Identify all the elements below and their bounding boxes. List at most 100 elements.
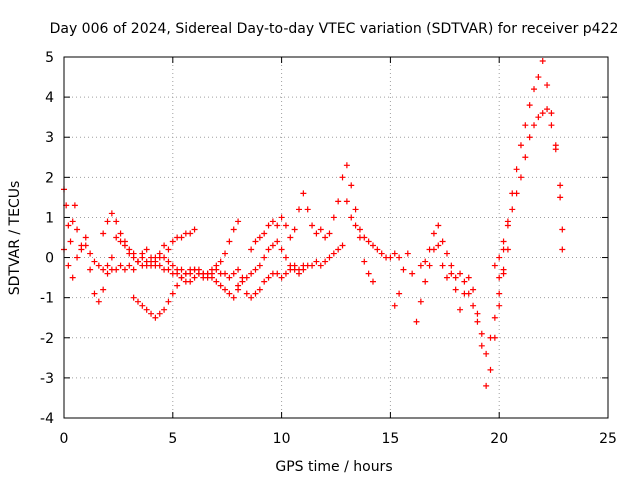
data-point xyxy=(361,234,368,241)
data-point xyxy=(304,206,311,213)
data-point xyxy=(465,290,472,297)
data-point xyxy=(71,202,78,209)
y-axis-label: SDTVAR / TECUs xyxy=(7,181,23,296)
data-point xyxy=(369,242,376,249)
data-point xyxy=(291,266,298,273)
data-point xyxy=(496,274,503,281)
data-point xyxy=(491,314,498,321)
data-point xyxy=(343,198,350,205)
data-point xyxy=(113,218,120,225)
data-point xyxy=(422,258,429,265)
data-point xyxy=(126,262,133,269)
data-point xyxy=(165,266,172,273)
grid-layer xyxy=(64,57,608,418)
x-tick-label: 10 xyxy=(273,431,291,447)
data-point xyxy=(222,270,229,277)
data-point xyxy=(300,266,307,273)
y-tick-label: 0 xyxy=(45,251,54,267)
data-point xyxy=(113,266,120,273)
data-point xyxy=(387,254,394,261)
data-point xyxy=(496,254,503,261)
data-point xyxy=(409,270,416,277)
data-point xyxy=(374,246,381,253)
data-point xyxy=(265,222,272,229)
data-point xyxy=(291,226,298,233)
data-point xyxy=(208,274,215,281)
data-point xyxy=(435,242,442,249)
data-point xyxy=(169,238,176,245)
data-point xyxy=(143,262,150,269)
data-point xyxy=(256,286,263,293)
data-point xyxy=(243,274,250,281)
series-1 xyxy=(61,186,242,281)
chart-title: Day 006 of 2024, Sidereal Day-to-day VTE… xyxy=(50,21,619,37)
data-point xyxy=(396,290,403,297)
y-tick-label: 5 xyxy=(45,50,54,66)
data-point xyxy=(134,298,141,305)
data-point xyxy=(152,254,159,261)
data-point xyxy=(235,218,242,225)
data-point xyxy=(559,226,566,233)
data-point xyxy=(226,238,233,245)
series-9 xyxy=(491,58,566,269)
data-point xyxy=(165,258,172,265)
data-point xyxy=(356,226,363,233)
data-point xyxy=(265,246,272,253)
data-point xyxy=(491,262,498,269)
data-point xyxy=(169,262,176,269)
data-point xyxy=(483,350,490,357)
data-point xyxy=(161,254,168,261)
data-point xyxy=(152,262,159,269)
data-point xyxy=(217,282,224,289)
data-point xyxy=(235,266,242,273)
x-tick-label: 20 xyxy=(490,431,508,447)
data-point xyxy=(256,262,263,269)
data-point xyxy=(535,74,542,81)
data-point xyxy=(535,114,542,121)
data-point xyxy=(230,270,237,277)
data-point xyxy=(278,246,285,253)
data-point xyxy=(496,302,503,309)
data-point xyxy=(544,106,551,113)
data-point xyxy=(165,298,172,305)
data-point xyxy=(300,190,307,197)
data-point xyxy=(439,238,446,245)
data-point xyxy=(239,278,246,285)
data-point xyxy=(378,250,385,257)
data-point xyxy=(552,142,559,149)
data-point xyxy=(67,238,74,245)
data-point xyxy=(348,182,355,189)
data-point xyxy=(413,318,420,325)
data-point xyxy=(326,254,333,261)
data-point xyxy=(134,258,141,265)
data-point xyxy=(313,230,320,237)
series-5 xyxy=(248,162,376,285)
data-point xyxy=(400,266,407,273)
data-point xyxy=(417,298,424,305)
data-point xyxy=(104,262,111,269)
data-point xyxy=(130,294,137,301)
data-point xyxy=(65,262,72,269)
data-point xyxy=(217,258,224,265)
data-point xyxy=(557,182,564,189)
data-point xyxy=(87,250,94,257)
data-point xyxy=(474,310,481,317)
data-point xyxy=(517,142,524,149)
data-point xyxy=(452,274,459,281)
data-point xyxy=(522,154,529,161)
data-point xyxy=(470,302,477,309)
data-point xyxy=(74,254,81,261)
y-tick-label: -2 xyxy=(40,331,54,347)
data-point xyxy=(208,266,215,273)
y-tick-label: 1 xyxy=(45,210,54,226)
data-point xyxy=(230,294,237,301)
data-point xyxy=(526,134,533,141)
data-point xyxy=(91,258,98,265)
y-tick-label: -1 xyxy=(40,291,54,307)
data-point xyxy=(448,262,455,269)
data-point xyxy=(69,218,76,225)
data-point xyxy=(191,226,198,233)
plot-frame xyxy=(63,56,609,419)
data-point xyxy=(243,290,250,297)
data-point xyxy=(178,234,185,241)
